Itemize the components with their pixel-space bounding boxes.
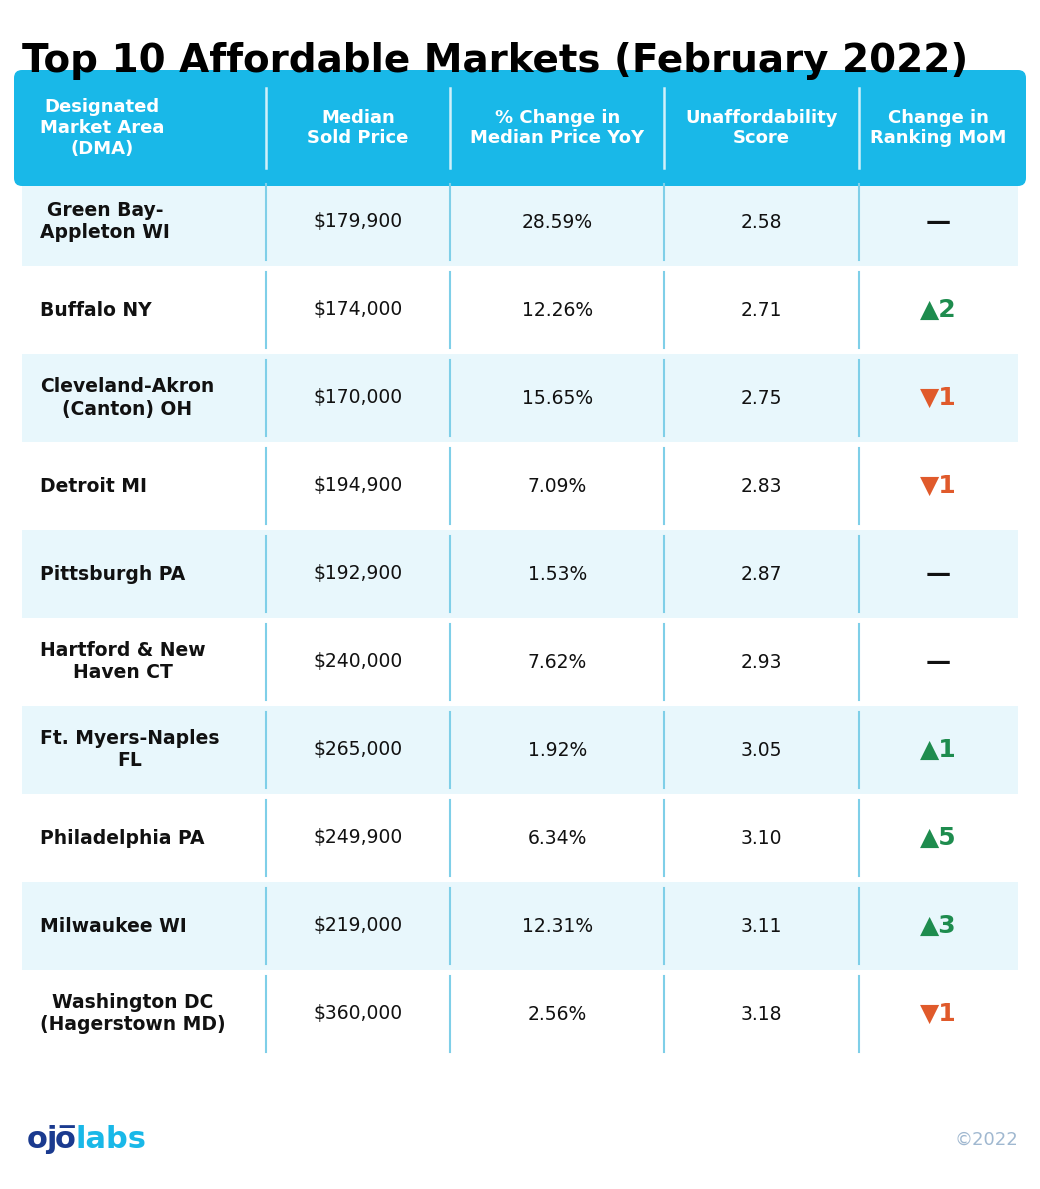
Text: ©2022: ©2022 <box>955 1131 1018 1149</box>
Text: 12.31%: 12.31% <box>522 917 593 936</box>
Text: 2.56%: 2.56% <box>527 1005 587 1024</box>
Text: Hartford & New
Haven CT: Hartford & New Haven CT <box>40 642 206 682</box>
Text: $265,000: $265,000 <box>314 741 402 760</box>
Text: 2.58: 2.58 <box>740 213 782 232</box>
Text: —: — <box>926 650 951 674</box>
Bar <box>22 530 1018 618</box>
Text: 1.53%: 1.53% <box>527 565 587 584</box>
Text: ▲1: ▲1 <box>920 738 957 762</box>
Bar <box>22 354 1018 442</box>
Text: Washington DC
(Hagerstown MD): Washington DC (Hagerstown MD) <box>40 994 226 1034</box>
Text: Cleveland-Akron
(Canton) OH: Cleveland-Akron (Canton) OH <box>40 377 214 419</box>
Bar <box>22 706 1018 794</box>
Text: ▲2: ▲2 <box>920 298 957 322</box>
Text: 12.26%: 12.26% <box>522 301 593 320</box>
Bar <box>22 442 1018 530</box>
Text: ▼1: ▼1 <box>920 1002 957 1026</box>
Bar <box>22 618 1018 706</box>
Text: 7.09%: 7.09% <box>527 477 587 496</box>
Bar <box>22 178 1018 266</box>
Text: $192,900: $192,900 <box>314 565 402 584</box>
Bar <box>22 794 1018 882</box>
Text: Green Bay-
Appleton WI: Green Bay- Appleton WI <box>40 201 170 243</box>
Text: Top 10 Affordable Markets (February 2022): Top 10 Affordable Markets (February 2022… <box>22 42 968 80</box>
Text: 2.87: 2.87 <box>740 565 782 584</box>
Text: 3.11: 3.11 <box>740 917 782 936</box>
Text: 6.34%: 6.34% <box>527 829 587 848</box>
Text: 3.18: 3.18 <box>740 1005 782 1024</box>
Text: $179,900: $179,900 <box>314 213 402 232</box>
Text: Ft. Myers-Naples
FL: Ft. Myers-Naples FL <box>40 730 219 770</box>
Text: —: — <box>926 562 951 586</box>
Text: 2.83: 2.83 <box>740 477 782 496</box>
Text: $249,900: $249,900 <box>313 829 402 848</box>
Text: 1.92%: 1.92% <box>527 741 587 760</box>
Text: ▼1: ▼1 <box>920 386 957 410</box>
Text: 15.65%: 15.65% <box>522 389 593 408</box>
Bar <box>22 882 1018 970</box>
Text: labs: labs <box>75 1126 146 1155</box>
Text: $174,000: $174,000 <box>313 301 402 320</box>
Text: 7.62%: 7.62% <box>527 653 587 672</box>
Text: $360,000: $360,000 <box>314 1005 402 1024</box>
Bar <box>22 970 1018 1058</box>
Text: 2.71: 2.71 <box>740 301 782 320</box>
Text: Buffalo NY: Buffalo NY <box>40 301 152 320</box>
Text: % Change in
Median Price YoY: % Change in Median Price YoY <box>470 108 645 147</box>
Text: 3.10: 3.10 <box>740 829 782 848</box>
Text: $240,000: $240,000 <box>313 653 402 672</box>
Text: 2.93: 2.93 <box>740 653 782 672</box>
Text: 2.75: 2.75 <box>740 389 782 408</box>
Text: Milwaukee WI: Milwaukee WI <box>40 917 187 936</box>
Text: Median
Sold Price: Median Sold Price <box>308 108 409 147</box>
Text: 3.05: 3.05 <box>740 741 782 760</box>
Text: ▲5: ▲5 <box>920 826 957 850</box>
Text: 28.59%: 28.59% <box>522 213 593 232</box>
Text: $194,900: $194,900 <box>313 477 402 496</box>
Text: Philadelphia PA: Philadelphia PA <box>40 829 205 848</box>
Text: o̅: o̅ <box>55 1126 76 1155</box>
Text: Pittsburgh PA: Pittsburgh PA <box>40 565 185 584</box>
Text: ▼1: ▼1 <box>920 474 957 498</box>
Text: Change in
Ranking MoM: Change in Ranking MoM <box>870 108 1007 147</box>
Text: oj: oj <box>27 1126 58 1155</box>
Text: Unaffordability
Score: Unaffordability Score <box>685 108 838 147</box>
Text: $219,000: $219,000 <box>314 917 402 936</box>
Text: $170,000: $170,000 <box>314 389 402 408</box>
Text: —: — <box>926 210 951 234</box>
Text: ▲3: ▲3 <box>920 914 957 938</box>
Bar <box>22 266 1018 354</box>
FancyBboxPatch shape <box>14 70 1026 185</box>
Text: Detroit MI: Detroit MI <box>40 477 147 496</box>
Text: Designated
Market Area
(DMA): Designated Market Area (DMA) <box>40 99 164 158</box>
